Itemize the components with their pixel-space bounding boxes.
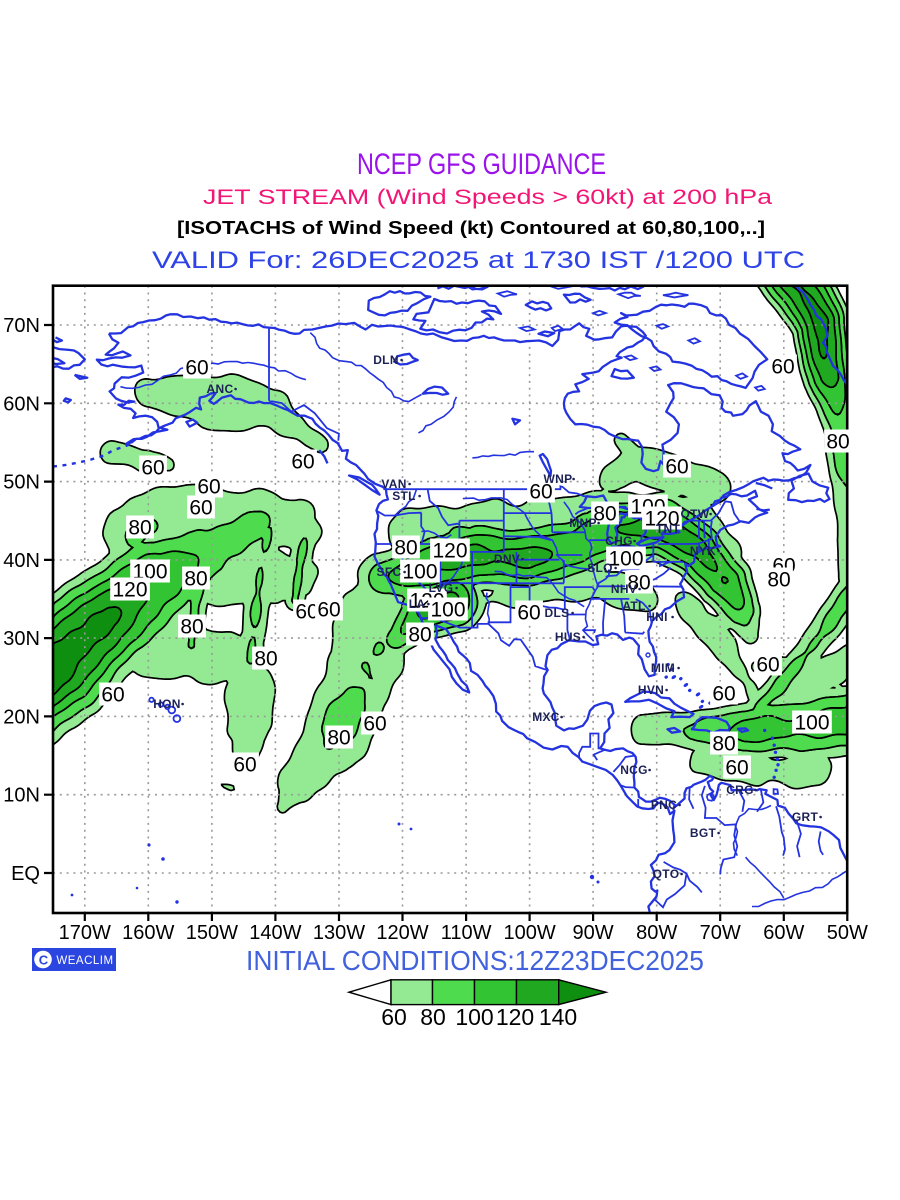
svg-text:60: 60 bbox=[317, 599, 340, 622]
svg-text:110W: 110W bbox=[441, 922, 492, 944]
svg-text:120: 120 bbox=[112, 579, 147, 602]
svg-text:60: 60 bbox=[756, 654, 779, 677]
svg-text:JET STREAM (Wind Speeds > 60kt: JET STREAM (Wind Speeds > 60kt) at 200 h… bbox=[203, 186, 772, 209]
svg-text:100: 100 bbox=[455, 1004, 493, 1030]
svg-text:60: 60 bbox=[295, 601, 318, 624]
svg-text:160W: 160W bbox=[122, 922, 174, 944]
svg-text:INITIAL CONDITIONS:12Z23DEC202: INITIAL CONDITIONS:12Z23DEC2025 bbox=[246, 945, 704, 976]
svg-text:LA: LA bbox=[409, 597, 426, 611]
svg-text:HUS: HUS bbox=[555, 630, 581, 644]
svg-text:NYK: NYK bbox=[690, 544, 716, 558]
svg-text:80: 80 bbox=[712, 733, 735, 756]
svg-text:80: 80 bbox=[394, 537, 417, 560]
svg-text:80: 80 bbox=[327, 727, 350, 750]
svg-text:MXC: MXC bbox=[532, 710, 560, 724]
svg-text:HNI: HNI bbox=[646, 610, 668, 624]
svg-text:CRG: CRG bbox=[726, 783, 754, 797]
svg-text:120: 120 bbox=[496, 1004, 534, 1030]
svg-text:VAN: VAN bbox=[381, 477, 406, 491]
svg-text:DLN: DLN bbox=[373, 353, 399, 367]
svg-text:WEACLIM: WEACLIM bbox=[56, 955, 113, 967]
svg-text:80: 80 bbox=[420, 1004, 446, 1030]
svg-text:70W: 70W bbox=[700, 922, 741, 944]
svg-text:130W: 130W bbox=[313, 922, 365, 944]
svg-text:170W: 170W bbox=[59, 922, 111, 944]
svg-text:50W: 50W bbox=[827, 922, 868, 944]
svg-text:60: 60 bbox=[291, 451, 314, 474]
svg-text:80: 80 bbox=[180, 616, 203, 639]
svg-text:60: 60 bbox=[197, 476, 220, 499]
svg-text:60: 60 bbox=[712, 683, 735, 706]
svg-text:10N: 10N bbox=[3, 785, 40, 807]
svg-text:TNT: TNT bbox=[656, 522, 681, 536]
svg-text:60: 60 bbox=[189, 497, 212, 520]
svg-text:60: 60 bbox=[771, 356, 794, 379]
svg-text:ANC: ANC bbox=[207, 382, 234, 396]
svg-text:140: 140 bbox=[539, 1004, 577, 1030]
svg-text:SFC: SFC bbox=[377, 565, 402, 579]
svg-text:100: 100 bbox=[430, 599, 465, 622]
svg-text:CHG: CHG bbox=[605, 534, 633, 548]
svg-text:120: 120 bbox=[644, 508, 679, 531]
svg-text:60: 60 bbox=[233, 754, 256, 777]
svg-text:80: 80 bbox=[627, 572, 650, 595]
svg-text:60: 60 bbox=[185, 357, 208, 380]
svg-text:70N: 70N bbox=[3, 315, 40, 337]
svg-text:60: 60 bbox=[725, 757, 748, 780]
svg-text:80: 80 bbox=[408, 624, 431, 647]
svg-text:BGT: BGT bbox=[690, 826, 717, 840]
svg-text:GRT: GRT bbox=[792, 810, 819, 824]
svg-text:120: 120 bbox=[432, 540, 467, 563]
svg-text:C: C bbox=[39, 953, 49, 968]
svg-text:ATL: ATL bbox=[622, 599, 645, 613]
svg-text:DNV: DNV bbox=[494, 552, 520, 566]
svg-text:90W: 90W bbox=[573, 922, 614, 944]
svg-text:NCG: NCG bbox=[620, 763, 648, 777]
svg-text:NHV: NHV bbox=[611, 582, 637, 596]
svg-text:HON: HON bbox=[153, 697, 181, 711]
svg-text:LVG: LVG bbox=[429, 581, 454, 595]
svg-text:40N: 40N bbox=[3, 550, 40, 572]
svg-text:80: 80 bbox=[593, 503, 616, 526]
svg-text:PNC: PNC bbox=[651, 798, 677, 812]
svg-text:60N: 60N bbox=[3, 393, 40, 415]
svg-text:WNP: WNP bbox=[544, 472, 573, 486]
svg-text:20N: 20N bbox=[3, 706, 40, 728]
svg-text:60: 60 bbox=[101, 684, 124, 707]
svg-text:60: 60 bbox=[141, 457, 164, 480]
svg-text:DLS: DLS bbox=[545, 606, 570, 620]
svg-text:NCEP GFS GUIDANCE: NCEP GFS GUIDANCE bbox=[357, 148, 606, 181]
svg-text:30N: 30N bbox=[3, 628, 40, 650]
svg-text:80: 80 bbox=[826, 431, 849, 454]
svg-text:60: 60 bbox=[381, 1004, 407, 1030]
svg-text:60: 60 bbox=[529, 481, 552, 504]
svg-text:MIM: MIM bbox=[651, 661, 675, 675]
svg-text:80: 80 bbox=[184, 568, 207, 591]
svg-text:SLO: SLO bbox=[587, 561, 613, 575]
svg-text:60W: 60W bbox=[763, 922, 804, 944]
svg-text:100: 100 bbox=[608, 548, 643, 571]
svg-text:60: 60 bbox=[517, 602, 540, 625]
svg-text:VALID For: 26DEC2025 at 1730 I: VALID For: 26DEC2025 at 1730 IST /1200 U… bbox=[152, 247, 805, 274]
svg-text:60: 60 bbox=[363, 713, 386, 736]
svg-text:100W: 100W bbox=[503, 922, 555, 944]
svg-text:150W: 150W bbox=[186, 922, 238, 944]
svg-text:60: 60 bbox=[665, 456, 688, 479]
svg-text:STL: STL bbox=[392, 489, 416, 503]
svg-text:[ISOTACHS of Wind Speed (kt) C: [ISOTACHS of Wind Speed (kt) Contoured a… bbox=[177, 217, 765, 238]
svg-text:120W: 120W bbox=[376, 922, 428, 944]
svg-text:80: 80 bbox=[767, 569, 790, 592]
svg-text:OTW: OTW bbox=[681, 507, 710, 521]
svg-text:50N: 50N bbox=[3, 472, 40, 494]
svg-text:EQ: EQ bbox=[11, 863, 40, 885]
svg-text:80W: 80W bbox=[636, 922, 677, 944]
svg-text:80: 80 bbox=[128, 517, 151, 540]
svg-text:100: 100 bbox=[794, 712, 829, 735]
svg-text:100: 100 bbox=[402, 561, 437, 584]
svg-text:80: 80 bbox=[254, 648, 277, 671]
svg-text:QTO: QTO bbox=[653, 867, 680, 881]
svg-text:140W: 140W bbox=[249, 922, 301, 944]
svg-text:HVN: HVN bbox=[638, 683, 664, 697]
svg-text:MNP: MNP bbox=[569, 516, 597, 530]
